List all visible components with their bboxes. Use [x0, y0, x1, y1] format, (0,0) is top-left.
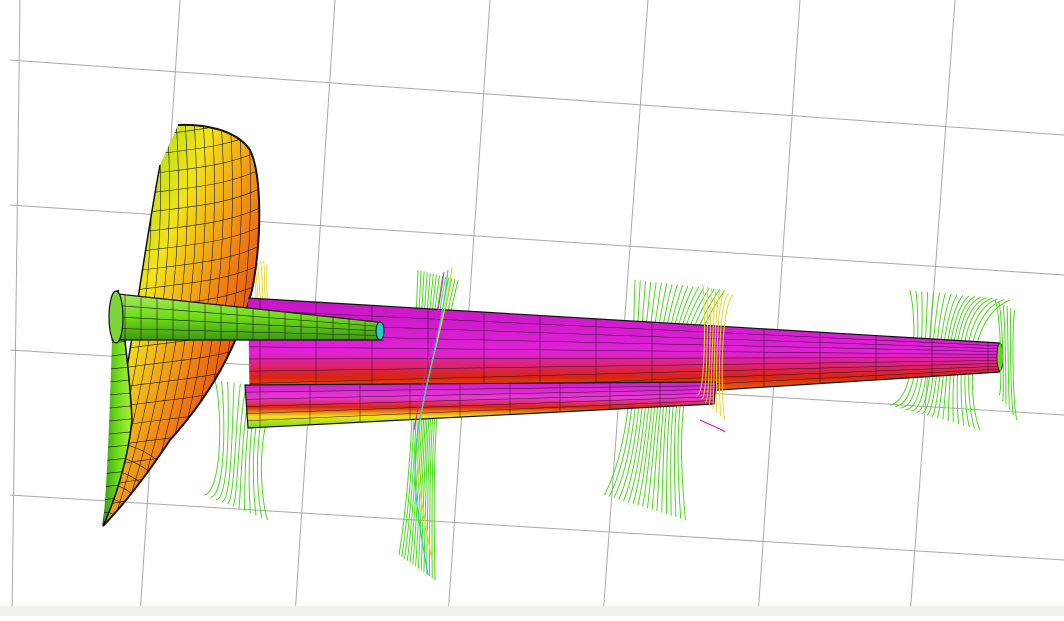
- lower-mesh-line: [245, 396, 716, 414]
- rod-mesh-line: [117, 305, 381, 327]
- lower-boom: [244, 381, 717, 429]
- grid-line-vertical: [757, 0, 801, 617]
- streamline: [232, 384, 248, 507]
- grid-line-vertical: [11, 0, 21, 617]
- streamline: [221, 382, 235, 503]
- lower-mesh-line: [245, 389, 716, 400]
- boom-mesh-line: [248, 346, 1000, 355]
- streamline: [210, 380, 225, 498]
- boom-mesh-line: [248, 363, 1000, 384]
- streamline: [704, 287, 713, 403]
- skirt-mesh-line: [103, 290, 132, 293]
- lower-mesh-line: [245, 400, 716, 422]
- streamline: [215, 381, 229, 501]
- streamline: [204, 379, 221, 496]
- streamline: [718, 293, 730, 417]
- boom-mesh-line: [248, 309, 1000, 347]
- rod-mesh-line: [117, 316, 381, 332]
- fin-mesh-line: [103, 124, 260, 129]
- grid-line-vertical: [447, 0, 491, 617]
- grid-line-horizontal: [9, 59, 1064, 136]
- boom-mesh-line: [248, 360, 1000, 372]
- streamline: [227, 383, 241, 505]
- streamline: [1006, 305, 1011, 411]
- boom-mesh-line: [248, 357, 1000, 360]
- lower-mesh-line: [245, 392, 716, 407]
- streamline: [994, 299, 1002, 396]
- lower-mesh-line: [245, 385, 716, 393]
- upper-rod: [108, 290, 385, 344]
- streamline: [1012, 309, 1018, 421]
- streamline: [1009, 307, 1014, 416]
- streamline: [697, 284, 705, 396]
- streamline: [413, 271, 445, 431]
- bottom-strip: [0, 606, 1064, 616]
- streamline: [700, 286, 708, 400]
- streamline: [998, 301, 1004, 402]
- streamline: [708, 289, 717, 406]
- grid-line-vertical: [602, 0, 649, 617]
- rod-mesh-line: [117, 328, 381, 336]
- streamline: [414, 269, 449, 576]
- streamline: [712, 290, 721, 410]
- streamline: [1002, 303, 1007, 406]
- streamline: [716, 291, 725, 413]
- streamline: [721, 294, 734, 421]
- streamlines-front: [413, 267, 1018, 576]
- streamline: [699, 419, 726, 433]
- grid-line-horizontal: [9, 494, 1064, 561]
